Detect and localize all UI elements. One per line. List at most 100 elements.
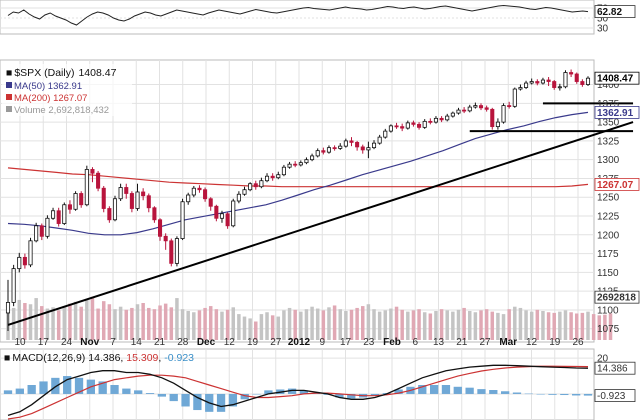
volume-bar — [473, 312, 478, 340]
volume-bar — [130, 307, 134, 340]
volume-bar — [220, 311, 224, 340]
candle-body — [17, 256, 22, 270]
macd-hist-bar — [39, 381, 48, 394]
macd-value-box — [594, 389, 636, 402]
candle-body — [569, 72, 574, 75]
date-tick-label: Dec — [197, 337, 216, 348]
candle-body — [400, 126, 405, 129]
volume-bar — [254, 321, 258, 340]
volume-bar — [315, 308, 320, 340]
macd-legend-marker: ■ — [4, 352, 10, 364]
volume-bar — [439, 309, 444, 340]
price-value-label: 1362.91 — [597, 108, 634, 119]
volume-bar — [79, 306, 83, 340]
volume-bar — [237, 314, 241, 340]
candle-body — [456, 109, 461, 114]
trend-line — [7, 121, 634, 326]
macd-hist-bar — [122, 388, 131, 394]
rsi-tick-label: 30 — [597, 24, 609, 35]
macd-legend-hist-value: -0.923 — [164, 352, 194, 364]
candle-body — [557, 86, 562, 89]
candle-body — [264, 175, 270, 182]
date-tick-label: 9 — [319, 337, 325, 348]
macd-value-box — [594, 361, 636, 375]
candle-body — [315, 150, 320, 157]
macd-hist-bar — [216, 393, 226, 412]
volume-bar — [372, 309, 376, 340]
candle-body — [158, 219, 163, 237]
candle-body — [343, 140, 348, 147]
candle-body — [287, 163, 292, 168]
rsi-panel-frame — [0, 0, 595, 35]
candle-body — [180, 201, 185, 239]
date-tick-label: 23 — [363, 337, 375, 348]
date-tick-label: 19 — [549, 337, 561, 348]
volume-bar — [287, 307, 292, 340]
volume-bar — [17, 299, 22, 340]
volume-bar — [518, 307, 523, 340]
volume-bar — [400, 309, 404, 340]
volume-bar — [563, 310, 568, 340]
candle-body — [39, 225, 44, 237]
candle-body — [321, 150, 326, 153]
price-tick-label: 1300 — [597, 155, 620, 166]
candle-body — [507, 105, 512, 107]
candle-body — [371, 142, 377, 149]
volume-bar — [394, 306, 399, 340]
macd-hist-bar — [51, 377, 60, 394]
candle-body — [377, 136, 382, 144]
volume-bar — [34, 298, 38, 340]
candle-body — [580, 81, 585, 85]
candle-body — [433, 117, 438, 123]
volume-bar — [68, 303, 72, 340]
candle-body — [411, 122, 416, 125]
candle-body — [484, 107, 489, 110]
volume-bar — [546, 312, 551, 340]
candle-body — [62, 204, 67, 224]
volume-bar — [242, 316, 247, 340]
volume-bar — [513, 306, 517, 340]
candle-body — [332, 147, 337, 150]
candle-body — [197, 187, 202, 191]
candle-body — [214, 205, 219, 219]
volume-bar — [175, 298, 179, 340]
date-tick-label: 24 — [61, 337, 73, 348]
volume-bar — [377, 311, 382, 340]
rsi-line — [7, 4, 589, 26]
legend-symbol-text: $SPX (Daily) — [14, 67, 74, 79]
candle-body — [293, 163, 298, 166]
date-tick-label: 7 — [110, 337, 116, 348]
candle-body — [225, 213, 230, 227]
candle-body — [360, 146, 365, 151]
macd-hist-bar — [477, 389, 486, 394]
price-tick-label: 1200 — [597, 230, 620, 241]
candle-body — [298, 162, 303, 166]
candle-body — [388, 125, 393, 132]
volume-bar — [259, 314, 264, 340]
candle-body — [73, 193, 78, 210]
volume-bar — [73, 301, 78, 340]
candle-body — [450, 112, 455, 117]
macd-tick-label: 14.386 — [597, 364, 628, 375]
macd-hist-bar — [583, 393, 593, 396]
volume-bar — [304, 309, 309, 340]
date-tick-label: 27 — [270, 337, 282, 348]
volume-bar — [338, 309, 342, 340]
volume-bar — [603, 314, 607, 340]
candle-body — [310, 155, 315, 161]
macd-hist-bar — [418, 385, 427, 394]
macd-tick-label: 20 — [597, 354, 609, 365]
date-tick-label: 13 — [433, 337, 445, 348]
volume-bar — [197, 310, 202, 340]
volume-bar — [490, 311, 495, 340]
volume-bar — [569, 312, 573, 340]
volume-bar — [535, 309, 540, 340]
volume-bar — [597, 315, 602, 340]
macd-legend-macd-value: 14.386 — [88, 352, 120, 364]
legend-swatch — [6, 94, 12, 100]
date-tick-label: 12 — [224, 337, 236, 348]
volume-bar — [327, 307, 331, 340]
volume-bar — [113, 309, 117, 340]
price-value-label: 1408.47 — [597, 74, 634, 85]
volume-bar — [456, 309, 461, 340]
